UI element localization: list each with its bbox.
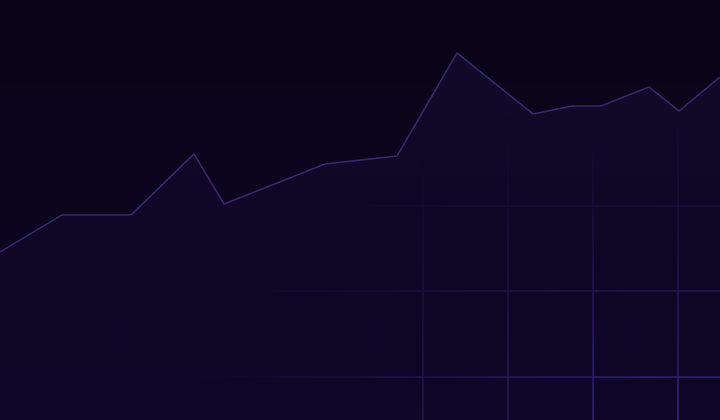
chart-line [0,52,720,253]
chart-area [0,53,720,420]
